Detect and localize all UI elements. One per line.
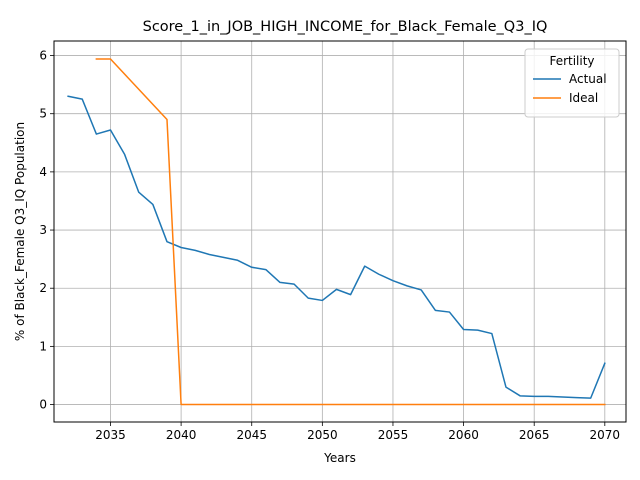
y-tick-label: 4 (39, 165, 47, 179)
legend-label-actual: Actual (569, 72, 607, 86)
y-tick-label: 3 (39, 223, 47, 237)
x-tick-label: 2060 (448, 428, 479, 442)
legend-label-ideal: Ideal (569, 91, 598, 105)
x-tick-label: 2065 (519, 428, 550, 442)
chart-title: Score_1_in_JOB_HIGH_INCOME_for_Black_Fem… (143, 19, 548, 35)
x-tick-label: 2040 (166, 428, 197, 442)
x-tick-label: 2035 (95, 428, 126, 442)
legend-title: Fertility (549, 54, 594, 68)
x-tick-label: 2050 (307, 428, 338, 442)
series-layer (67, 58, 606, 406)
y-tick-label: 1 (39, 339, 47, 353)
x-tick-label: 2055 (378, 428, 409, 442)
plot-area-frame (53, 40, 627, 423)
legend: Fertility Actual Ideal (524, 48, 620, 118)
axis-ticks: 2035 2040 2045 2050 2055 2060 2065 2070 0 1 2 3 4 5 6 (39, 49, 620, 442)
x-tick-label: 2070 (590, 428, 621, 442)
legend-entries: Actual Ideal (533, 72, 607, 105)
y-tick-label: 2 (39, 281, 47, 295)
y-axis-label: % of Black_Female Q3_IQ Population (13, 122, 27, 341)
y-tick-label: 6 (39, 49, 47, 63)
y-tick-label: 5 (39, 107, 47, 121)
x-axis-label: Years (323, 451, 356, 465)
y-tick-label: 0 (39, 398, 47, 412)
series-line-ideal (95, 58, 606, 406)
x-tick-label: 2045 (236, 428, 267, 442)
legend-box (524, 48, 620, 118)
series-line-actual (67, 95, 606, 399)
